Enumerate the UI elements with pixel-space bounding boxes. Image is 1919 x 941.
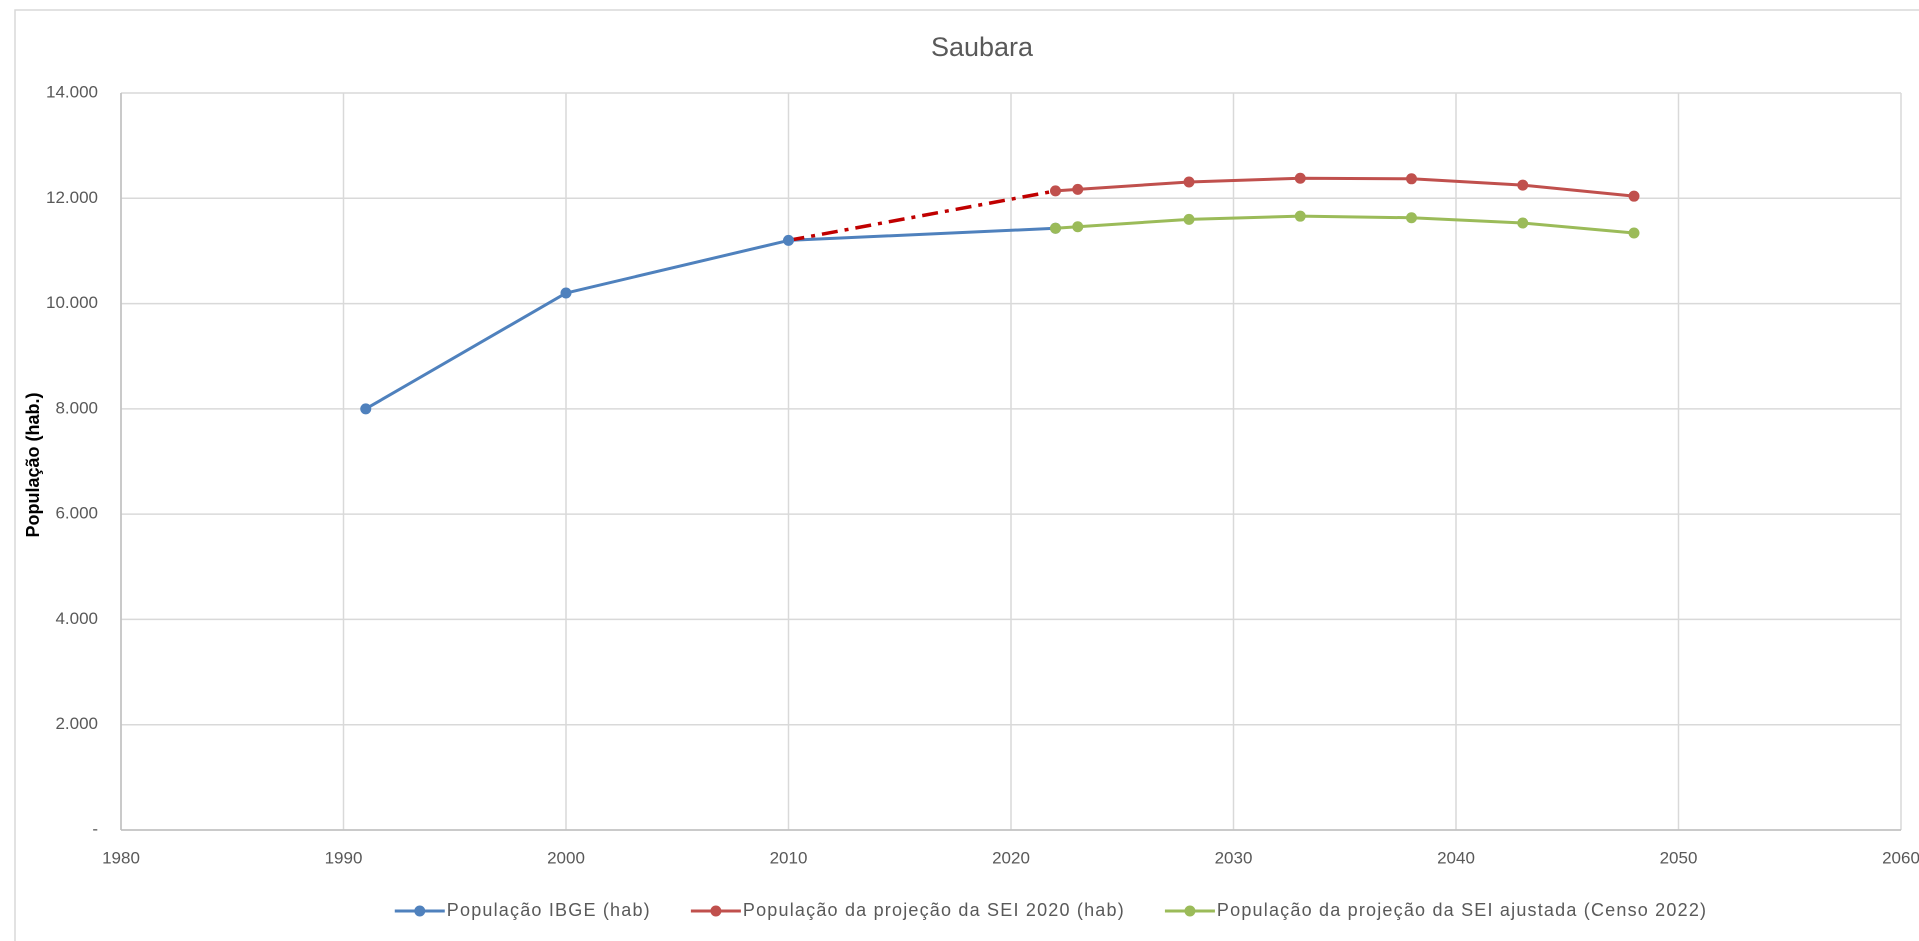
series-line <box>788 189 1056 243</box>
x-tick-label: 2000 <box>547 848 585 867</box>
x-tick-label: 2030 <box>1215 848 1253 867</box>
x-tick-label: 2050 <box>1660 848 1698 867</box>
legend-label: População da projeção da SEI 2020 (hab) <box>743 900 1125 920</box>
series-line <box>364 226 1056 411</box>
y-tick-label: 6.000 <box>55 504 98 523</box>
data-point <box>1183 213 1195 225</box>
data-point <box>1294 210 1306 222</box>
x-tick-label: 2040 <box>1437 848 1475 867</box>
data-point <box>1072 221 1084 233</box>
legend-item: População da projeção da SEI ajustada (C… <box>1164 900 1707 920</box>
legend: População IBGE (hab) População da projeçã… <box>394 900 1707 920</box>
data-point <box>1406 173 1417 185</box>
y-tick-label: 2.000 <box>55 714 98 733</box>
x-tick-label: 2060 <box>1882 848 1919 867</box>
data-point <box>783 234 794 246</box>
data-point <box>1072 183 1084 195</box>
series-line <box>1055 214 1635 235</box>
y-axis-label: População (hab.) <box>23 392 43 537</box>
data-point <box>560 287 572 299</box>
x-tick-label: 1990 <box>325 848 363 867</box>
data-point <box>1406 212 1417 224</box>
y-tick-label: 8.000 <box>55 398 98 417</box>
data-point <box>1628 190 1640 202</box>
legend-item: População IBGE (hab) <box>394 900 651 920</box>
data-point <box>1050 222 1061 234</box>
plot <box>360 172 1640 415</box>
legend-label: População da projeção da SEI ajustada (C… <box>1217 900 1707 920</box>
y-tick-label: 14.000 <box>46 82 98 101</box>
legend-label: População IBGE (hab) <box>447 900 651 920</box>
y-tick-label: 12.000 <box>46 188 98 207</box>
data-point <box>1183 176 1195 188</box>
y-tick-label: 10.000 <box>46 293 98 312</box>
grid: - 2.000 4.000 6.000 8.000 10.000 12.000 14.000 1… <box>46 82 1919 867</box>
legend-marker <box>710 905 722 917</box>
chart-border <box>14 9 1919 941</box>
y-tick-label: 4.000 <box>55 609 98 628</box>
data-point <box>1294 172 1306 184</box>
data-point <box>1628 227 1640 239</box>
x-tick-label: 1980 <box>102 848 140 867</box>
y-tick-label: - <box>92 819 98 838</box>
data-point <box>360 403 372 415</box>
chart-title: Saubara <box>931 32 1034 62</box>
data-point <box>1517 179 1529 191</box>
x-tick-label: 2020 <box>992 848 1030 867</box>
x-tick-label: 2010 <box>770 848 808 867</box>
legend-marker <box>414 905 426 917</box>
legend-item: População da projeção da SEI 2020 (hab) <box>690 900 1125 920</box>
legend-marker <box>1184 905 1196 917</box>
series-line <box>1055 176 1635 198</box>
data-point <box>1517 217 1529 229</box>
data-point <box>1050 185 1061 197</box>
